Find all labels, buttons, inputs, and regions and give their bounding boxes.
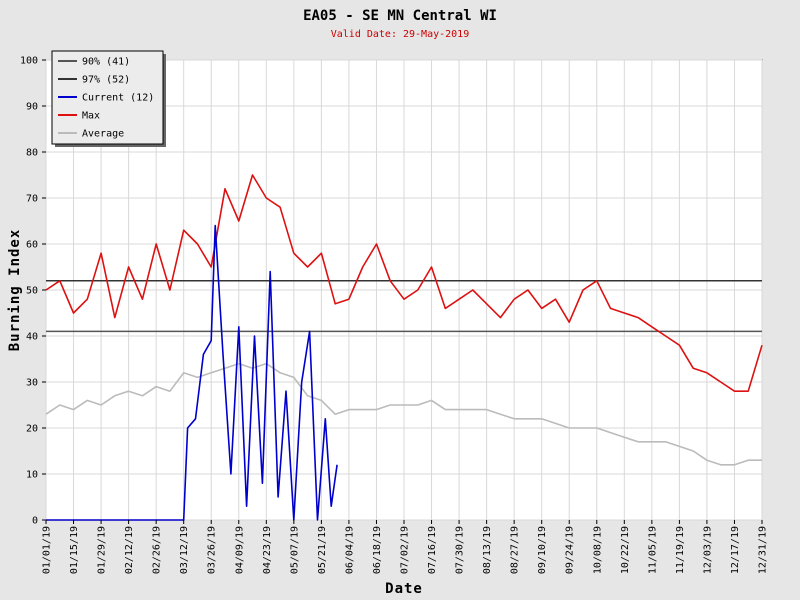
legend-label: Current (12) bbox=[82, 93, 154, 104]
threshold-lines bbox=[46, 280, 762, 333]
series-line-average bbox=[45, 362, 762, 466]
legend-label: Average bbox=[82, 129, 124, 140]
x-tick-label: 12/03/19 bbox=[702, 526, 713, 574]
x-tick-label: 10/22/19 bbox=[620, 526, 631, 574]
series-group bbox=[45, 174, 763, 521]
x-tick-label: 04/09/19 bbox=[234, 526, 245, 574]
y-tick-label: 40 bbox=[26, 332, 38, 343]
x-tick-label: 07/16/19 bbox=[427, 526, 438, 574]
series-line-max bbox=[45, 174, 763, 393]
legend-label: 97% (52) bbox=[82, 75, 130, 86]
x-tick-label: 04/23/19 bbox=[262, 526, 273, 574]
x-tick-label: 09/10/19 bbox=[537, 526, 548, 574]
x-tick-label: 02/26/19 bbox=[152, 526, 163, 574]
x-tick-label: 06/18/19 bbox=[372, 526, 383, 574]
x-tick-label: 12/31/19 bbox=[758, 526, 769, 574]
x-axis-label: Date bbox=[385, 581, 423, 597]
x-tick-label: 11/19/19 bbox=[675, 526, 686, 574]
x-tick-label: 05/07/19 bbox=[289, 526, 300, 574]
y-tick-label: 20 bbox=[26, 424, 38, 435]
y-tick-label: 30 bbox=[26, 378, 38, 389]
y-tick-label: 50 bbox=[26, 286, 38, 297]
legend-label: 90% (41) bbox=[82, 57, 130, 68]
x-tick-label: 07/02/19 bbox=[400, 526, 411, 574]
series-line-current bbox=[46, 224, 338, 521]
x-tick-label: 08/13/19 bbox=[482, 526, 493, 574]
x-tick-label: 03/26/19 bbox=[207, 526, 218, 574]
y-tick-label: 90 bbox=[26, 102, 38, 113]
y-tick-label: 100 bbox=[20, 56, 38, 67]
y-tick-label: 70 bbox=[26, 194, 38, 205]
x-tick-label: 02/12/19 bbox=[124, 526, 135, 574]
x-axis-ticks: 01/01/19 01/15/19 01/29/19 02/12/19 02/26/19… bbox=[42, 520, 769, 574]
x-tick-label: 11/05/19 bbox=[647, 526, 658, 574]
x-tick-label: 01/01/19 bbox=[42, 526, 53, 574]
y-tick-label: 60 bbox=[26, 240, 38, 251]
x-tick-label: 07/30/19 bbox=[455, 526, 466, 574]
legend-label: Max bbox=[82, 111, 100, 122]
y-axis-ticks: 0 10 20 30 40 50 60 70 80 90 100 bbox=[20, 56, 46, 527]
x-tick-label: 03/12/19 bbox=[179, 526, 190, 574]
x-tick-label: 08/27/19 bbox=[510, 526, 521, 574]
x-tick-label: 06/04/19 bbox=[344, 526, 355, 574]
x-tick-label: 01/29/19 bbox=[97, 526, 108, 574]
chart-title: EA05 - SE MN Central WI bbox=[303, 8, 497, 24]
x-tick-label: 12/17/19 bbox=[730, 526, 741, 574]
x-tick-label: 05/21/19 bbox=[317, 526, 328, 574]
y-tick-label: 0 bbox=[32, 516, 38, 527]
y-axis-label: Burning Index bbox=[7, 229, 23, 352]
chart-subtitle: Valid Date: 29-May-2019 bbox=[331, 29, 469, 40]
x-tick-label: 01/15/19 bbox=[69, 526, 80, 574]
x-tick-label: 09/24/19 bbox=[565, 526, 576, 574]
x-tick-label: 10/08/19 bbox=[592, 526, 603, 574]
legend: 90% (41) 97% (52) Current (12) Max Average bbox=[51, 50, 166, 147]
y-tick-label: 10 bbox=[26, 470, 38, 481]
y-tick-label: 80 bbox=[26, 148, 38, 159]
